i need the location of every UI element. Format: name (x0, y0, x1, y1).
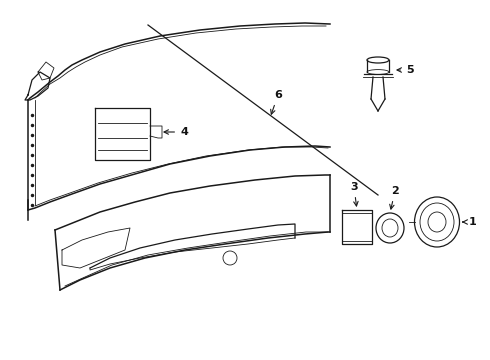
Text: 4: 4 (164, 127, 188, 137)
Text: 1: 1 (463, 217, 477, 227)
Text: 2: 2 (390, 186, 399, 209)
Text: 6: 6 (270, 90, 282, 114)
Text: 3: 3 (350, 182, 358, 206)
Text: 5: 5 (397, 65, 414, 75)
